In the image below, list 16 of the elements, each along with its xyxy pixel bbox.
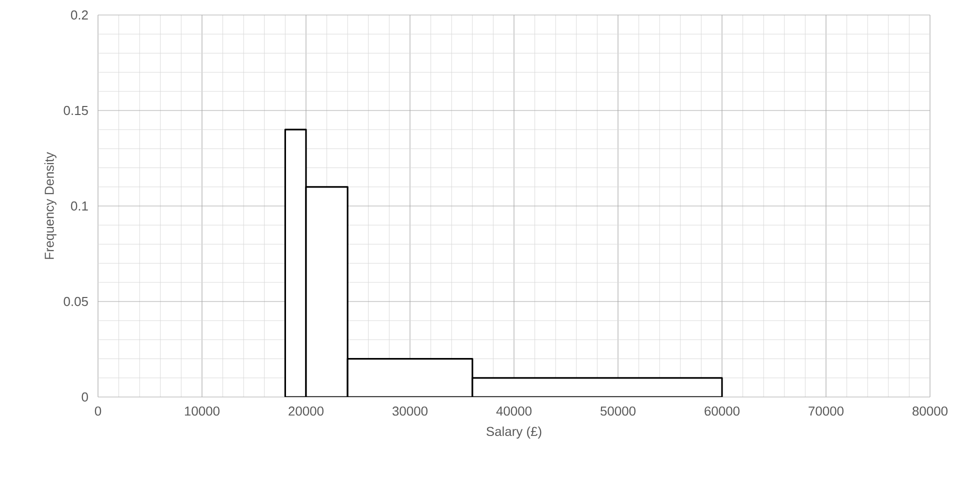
x-tick-label: 40000	[496, 406, 532, 416]
y-tick-label: 0.1	[70, 201, 88, 211]
x-tick-label: 30000	[392, 406, 428, 416]
y-tick-label: 0.15	[64, 106, 88, 116]
y-tick-label: 0.2	[70, 10, 88, 20]
x-tick-label: 10000	[184, 406, 220, 416]
x-tick-label: 50000	[600, 406, 636, 416]
x-tick-label: 60000	[704, 406, 740, 416]
x-tick-label: 80000	[912, 406, 948, 416]
y-tick-label: 0.05	[64, 296, 88, 306]
x-tick-label: 20000	[288, 406, 324, 416]
y-tick-label: 0	[82, 392, 88, 402]
x-tick-label: 70000	[808, 406, 844, 416]
x-axis-title: Salary (£)	[486, 426, 542, 439]
x-tick-label: 0	[94, 406, 102, 416]
y-axis-title: Frequency Density	[44, 152, 56, 259]
